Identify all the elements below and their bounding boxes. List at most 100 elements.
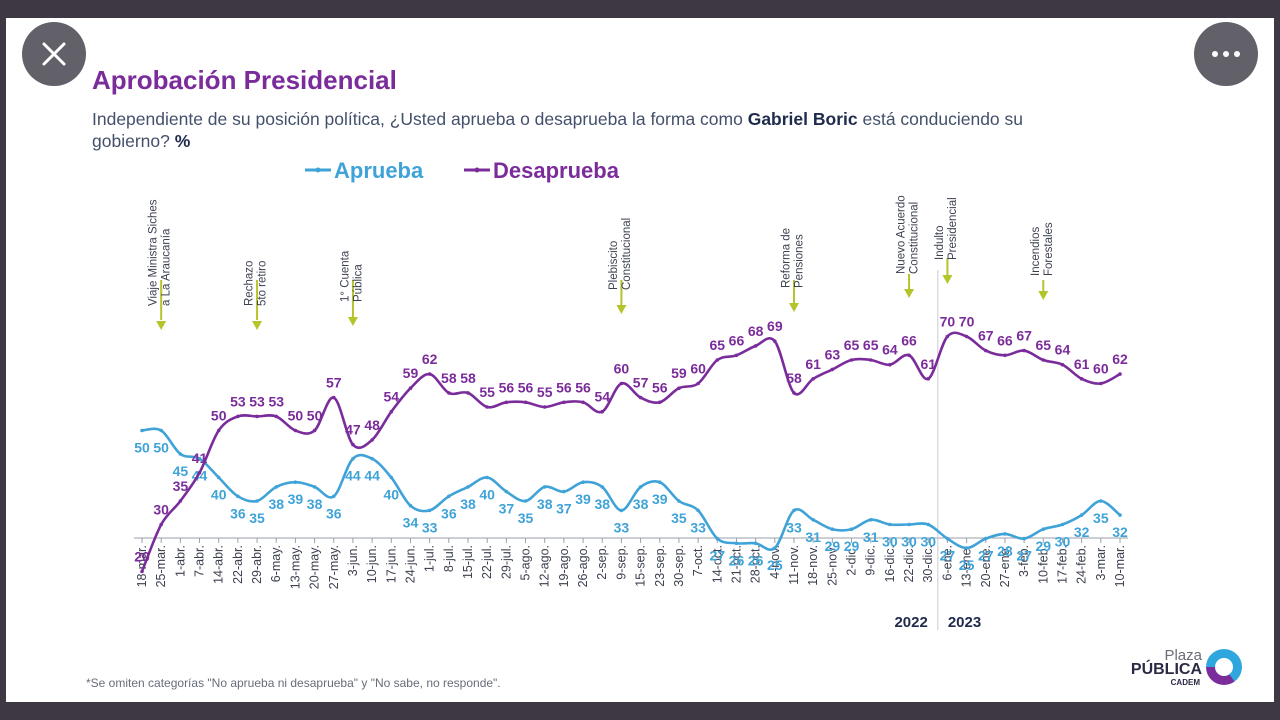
- data-label: 50: [153, 440, 169, 456]
- data-label: 53: [230, 393, 246, 409]
- data-point: [600, 409, 605, 414]
- data-point: [427, 372, 432, 376]
- data-point: [447, 391, 451, 395]
- data-label: 65: [1036, 337, 1052, 353]
- data-point: [389, 475, 394, 480]
- data-point: [504, 489, 509, 494]
- data-point: [562, 489, 566, 494]
- data-point: [1099, 381, 1103, 386]
- x-tick-label: 15-sep.: [634, 545, 648, 587]
- data-point: [255, 414, 259, 419]
- event-label: Reforma de: [781, 228, 793, 288]
- data-label: 44: [364, 468, 380, 484]
- data-point: [830, 367, 835, 372]
- legend-swatch-dot-desaprueba: [474, 167, 480, 173]
- data-label: 65: [863, 337, 879, 353]
- data-label: 58: [441, 370, 457, 386]
- data-point: [466, 391, 470, 395]
- data-point: [293, 480, 298, 485]
- x-tick-label: 26-ago.: [576, 545, 590, 587]
- data-label: 60: [1093, 361, 1109, 377]
- data-point: [178, 499, 183, 503]
- data-label: 68: [748, 323, 764, 339]
- data-label: 62: [1112, 351, 1128, 367]
- data-label: 59: [671, 365, 687, 381]
- data-point: [447, 494, 451, 499]
- data-label: 38: [537, 496, 553, 512]
- data-point: [159, 522, 163, 527]
- data-point: [868, 358, 873, 362]
- data-label: 70: [959, 314, 975, 330]
- event-label: 1° Cuenta: [339, 250, 351, 302]
- event-label: Forestales: [1043, 222, 1055, 276]
- data-point: [216, 475, 221, 480]
- data-point: [696, 381, 700, 386]
- data-point: [907, 353, 911, 358]
- x-tick-label: 25-nov.: [825, 545, 839, 586]
- data-point: [773, 546, 777, 550]
- data-point: [945, 334, 950, 339]
- data-point: [427, 508, 432, 513]
- data-point: [734, 353, 739, 358]
- data-point: [370, 438, 374, 442]
- x-tick-label: 22-jul.: [480, 545, 494, 579]
- data-label: 50: [307, 408, 323, 424]
- data-point: [1003, 353, 1007, 358]
- event-annotations: Viaje Ministra Siches a La Araucanía Recha…: [148, 195, 1055, 330]
- x-tick-label: 30-sep.: [672, 545, 686, 587]
- data-point: [331, 494, 336, 499]
- bottom-bar: [0, 702, 1280, 720]
- data-point: [140, 428, 144, 433]
- x-tick-label: 24-jun.: [403, 545, 417, 583]
- data-label: 25: [959, 557, 975, 573]
- data-label: 36: [230, 505, 246, 521]
- x-tick-label: 4-nov.: [768, 545, 782, 579]
- data-label: 33: [690, 519, 706, 535]
- data-point: [753, 541, 758, 546]
- x-tick-label: 7-abr.: [193, 545, 207, 577]
- more-options-button[interactable]: [1194, 22, 1258, 86]
- x-tick-label: 11-nov.: [787, 545, 801, 585]
- event-arrow-head: [252, 321, 263, 330]
- data-label: 35: [1093, 510, 1109, 526]
- event-label: Incendios: [1030, 227, 1042, 276]
- data-label: 37: [499, 501, 515, 517]
- data-label: 33: [422, 519, 438, 535]
- data-point: [370, 456, 374, 461]
- data-point: [312, 485, 317, 489]
- x-tick-label: 1-abr.: [173, 545, 187, 577]
- x-tick-label: 9-sep.: [614, 545, 628, 580]
- data-point: [389, 409, 394, 414]
- close-button[interactable]: [22, 22, 86, 86]
- data-label: 66: [997, 332, 1013, 348]
- data-label: 33: [614, 519, 630, 535]
- data-label: 60: [614, 361, 630, 377]
- data-point: [811, 518, 815, 522]
- data-point: [1041, 358, 1046, 362]
- data-point: [638, 395, 643, 400]
- data-point: [1022, 348, 1026, 353]
- data-point: [216, 428, 221, 433]
- x-tick-label: 3-jun.: [346, 545, 360, 576]
- data-label: 26: [729, 552, 745, 568]
- data-label: 20: [134, 549, 150, 565]
- x-tick-label: 18-mar.: [135, 545, 149, 587]
- data-point: [331, 395, 336, 400]
- data-label: 33: [786, 519, 802, 535]
- data-point: [849, 358, 854, 362]
- data-label: 30: [153, 502, 169, 518]
- data-label: 38: [268, 496, 284, 512]
- x-tick-label: 24-feb.: [1075, 545, 1089, 584]
- subtitle-bold-name: Gabriel Boric: [747, 109, 858, 129]
- data-point: [849, 527, 854, 531]
- data-label: 55: [479, 384, 495, 400]
- x-axis: 18-mar. 25-mar. 1-abr. 7-abr. 14-abr. 22-abr.…: [134, 537, 1128, 589]
- subtitle-bold-percent: %: [174, 131, 191, 151]
- chart-title: Aprobación Presidencial: [92, 65, 397, 95]
- data-point: [293, 428, 298, 433]
- data-label: 44: [345, 468, 361, 484]
- data-label: 41: [192, 450, 208, 466]
- chart-legend: Aprueba Desaprueba: [305, 158, 620, 183]
- data-label: 50: [288, 408, 304, 424]
